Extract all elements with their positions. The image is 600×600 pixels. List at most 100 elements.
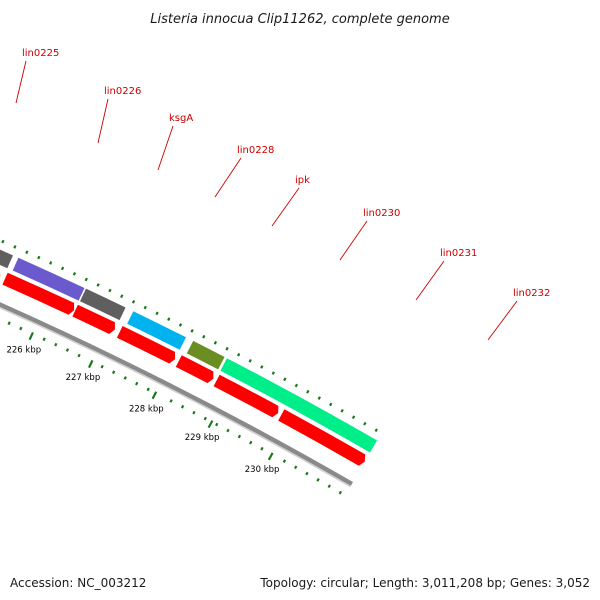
cds-arrow <box>213 374 279 418</box>
tick-mark <box>72 272 77 276</box>
tick-mark <box>329 402 333 407</box>
tick-marks <box>1 239 378 495</box>
gene-block <box>0 249 13 269</box>
tick-mark <box>203 416 207 421</box>
tick-mark <box>49 261 53 265</box>
cds-track <box>0 271 366 466</box>
backbone-line <box>0 302 353 486</box>
gene-block <box>127 311 186 350</box>
tick-mark <box>84 277 88 282</box>
leader-line <box>415 260 445 301</box>
tick-mark <box>88 359 94 369</box>
tick-mark <box>54 342 58 347</box>
gene-block <box>12 257 85 301</box>
tick-mark <box>42 337 46 342</box>
tick-mark <box>37 255 41 260</box>
gene-name-label: lin0232 <box>513 288 550 299</box>
tick-mark <box>207 420 214 429</box>
tick-mark <box>237 352 241 357</box>
tick-mark <box>120 294 124 299</box>
tick-mark <box>225 346 229 351</box>
gene-name-label: lin0226 <box>104 86 141 97</box>
tick-mark <box>249 440 253 445</box>
leader-line <box>157 125 174 171</box>
tick-mark <box>327 484 331 489</box>
tick-mark <box>340 408 344 413</box>
scale-label: 228 kbp <box>129 404 164 414</box>
tick-mark <box>19 326 23 331</box>
cds-arrow <box>278 409 366 466</box>
accession-text: Accession: NC_003212 <box>10 576 147 590</box>
leader-line <box>271 187 300 227</box>
cds-arrow <box>175 355 214 384</box>
tick-mark <box>351 415 356 420</box>
tick-mark <box>112 370 116 375</box>
tick-mark <box>306 389 310 394</box>
tick-mark <box>1 239 5 244</box>
tick-mark <box>215 422 219 427</box>
tick-mark <box>178 323 183 327</box>
tick-mark <box>294 383 299 388</box>
cds-arrow <box>72 304 115 334</box>
scale-label: 229 kbp <box>185 433 220 443</box>
tick-mark <box>317 396 321 400</box>
tick-mark <box>135 381 139 386</box>
tick-mark <box>123 376 127 380</box>
tick-mark <box>316 478 320 482</box>
tick-mark <box>271 371 275 375</box>
tick-mark <box>202 334 206 339</box>
tick-mark <box>100 364 104 369</box>
tick-mark <box>190 328 194 333</box>
tick-mark <box>96 283 100 287</box>
gene-name-label: lin0228 <box>237 145 274 156</box>
gene-name-label: ksgA <box>169 113 193 124</box>
tick-mark <box>180 404 185 409</box>
tick-mark <box>305 471 309 476</box>
map-title: Listeria innocua Clip11262, complete gen… <box>150 12 449 27</box>
tick-mark <box>167 317 171 321</box>
scale-label: 227 kbp <box>66 373 101 383</box>
tick-mark <box>374 428 378 433</box>
tick-mark <box>60 266 65 271</box>
tick-mark <box>155 311 159 316</box>
tick-mark <box>143 305 147 310</box>
tick-mark <box>131 300 136 304</box>
tick-mark <box>294 465 298 470</box>
tick-mark <box>108 288 112 293</box>
tick-mark <box>363 421 367 426</box>
tick-mark <box>77 353 81 358</box>
tick-mark <box>146 387 150 392</box>
tick-mark <box>65 348 70 352</box>
tick-mark <box>267 452 274 461</box>
gene-name-label: ipk <box>295 175 310 186</box>
tick-mark <box>151 391 158 400</box>
tick-mark <box>282 459 287 463</box>
genome-backbone <box>0 302 353 488</box>
tick-mark <box>338 490 343 495</box>
tick-mark <box>260 446 264 451</box>
tick-mark <box>237 434 242 439</box>
tick-mark <box>248 358 252 363</box>
tick-mark <box>283 377 287 382</box>
leader-line <box>339 220 368 261</box>
tick-mark <box>7 321 11 326</box>
tick-mark <box>25 250 29 255</box>
leader-line <box>214 157 242 198</box>
gene-name-label: lin0225 <box>22 48 59 59</box>
gene-track <box>0 249 377 453</box>
gene-block <box>80 288 126 321</box>
tick-mark <box>169 399 173 403</box>
tick-mark <box>28 331 34 341</box>
cds-arrow <box>116 326 175 364</box>
gene-name-label: lin0231 <box>440 248 477 259</box>
leader-line <box>97 98 109 144</box>
gene-name-label: lin0230 <box>363 208 400 219</box>
genome-summary-text: Topology: circular; Length: 3,011,208 bp… <box>260 576 590 590</box>
gene-block <box>186 340 225 370</box>
cds-arrow <box>2 272 75 315</box>
tick-mark <box>226 428 230 433</box>
tick-mark <box>260 365 264 369</box>
leader-line <box>15 60 27 104</box>
